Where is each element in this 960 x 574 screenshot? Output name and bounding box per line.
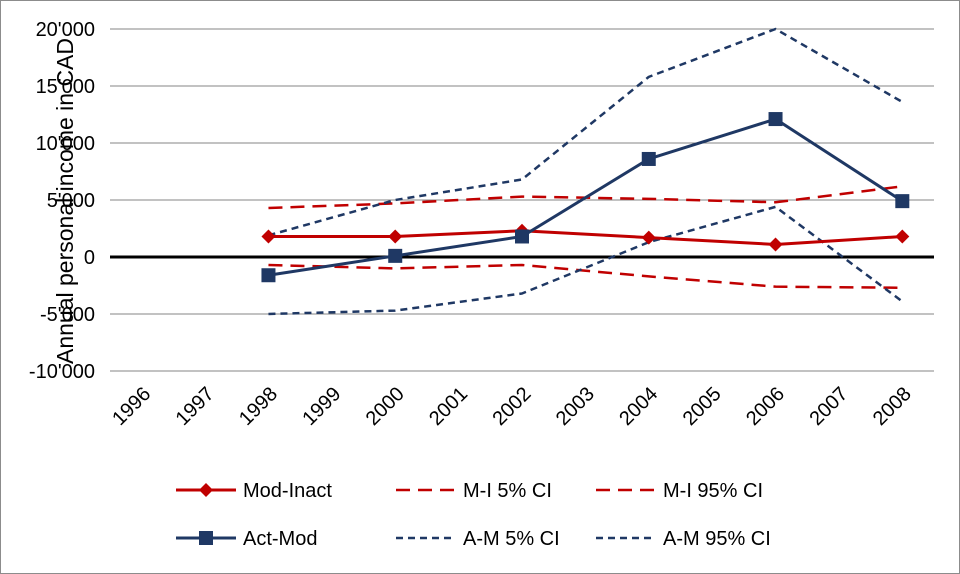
square-marker <box>261 268 276 283</box>
x-tick-label: 2007 <box>805 383 852 430</box>
legend-item: M-I 5% CI <box>396 480 552 502</box>
legend-label: M-I 95% CI <box>663 480 763 502</box>
y-tick-label: 5'000 <box>47 190 95 212</box>
x-tick-label: 2003 <box>552 383 599 430</box>
series-line <box>268 229 903 246</box>
x-tick-labels: 1996 1997 1998 1999 2000 2001 2002 2003 2004 2005… <box>108 383 916 430</box>
series-line <box>268 263 903 290</box>
square-marker <box>515 229 529 244</box>
legend-item: A-M 95% CI <box>596 528 771 550</box>
x-tick-label: 1996 <box>108 383 155 430</box>
legend-label: A-M 5% CI <box>463 528 560 550</box>
diamond-marker <box>768 237 783 252</box>
legend-label: M-I 5% CI <box>463 480 552 502</box>
x-tick-label: 1998 <box>235 383 282 430</box>
y-tick-labels: -10'000 -5'000 0 5'000 10'000 15'000 20'000 <box>29 19 95 383</box>
series-line <box>268 117 904 277</box>
diamond-marker <box>388 229 403 244</box>
x-tick-label: 1999 <box>298 383 345 430</box>
x-tick-label: 2005 <box>679 383 726 430</box>
square-marker <box>388 248 403 263</box>
legend-label: Act-Mod <box>243 528 317 550</box>
diamond-marker <box>199 483 213 497</box>
square-marker <box>641 151 656 166</box>
y-tick-label: 10'000 <box>36 133 95 155</box>
series-m-i-5pct-ci <box>268 263 903 290</box>
legend-item: Act-Mod <box>176 528 317 550</box>
y-tick-label: 15'000 <box>36 76 95 98</box>
square-marker <box>895 194 910 209</box>
legend-label: A-M 95% CI <box>663 528 771 550</box>
y-tick-label: 0 <box>84 247 95 269</box>
legend-item: M-I 95% CI <box>596 480 763 502</box>
series-act-mod <box>261 112 910 283</box>
legend-label: Mod-Inact <box>243 480 332 502</box>
x-tick-label: 1997 <box>172 383 219 430</box>
square-marker <box>768 112 783 127</box>
series-a-m-95pct-ci <box>268 27 903 237</box>
y-axis-label: Annual personal income in CAD <box>52 38 78 364</box>
y-tick-label: 20'000 <box>36 19 95 41</box>
x-tick-label: 2001 <box>425 383 472 430</box>
x-tick-label: 2002 <box>489 383 536 430</box>
x-tick-label: 2004 <box>615 383 662 430</box>
square-marker <box>199 531 213 545</box>
legend-item: Mod-Inact <box>176 480 332 502</box>
legend-item: A-M 5% CI <box>396 528 560 550</box>
y-tick-label: -10'000 <box>29 361 95 383</box>
x-tick-label: 2008 <box>869 383 916 430</box>
series-group <box>261 27 910 316</box>
y-tick-label: -5'000 <box>40 304 95 326</box>
x-tick-label: 2000 <box>362 383 409 430</box>
diamond-marker <box>261 229 276 244</box>
series-line <box>268 27 903 237</box>
diamond-marker <box>641 230 656 245</box>
series-mod-inact <box>261 223 910 252</box>
legend: Mod-Inact M-I 5% CI M-I 95% CI Act-Mod A-M 5… <box>176 480 771 550</box>
gridlines <box>110 28 934 372</box>
x-tick-label: 2006 <box>742 383 789 430</box>
diamond-marker <box>895 229 910 244</box>
